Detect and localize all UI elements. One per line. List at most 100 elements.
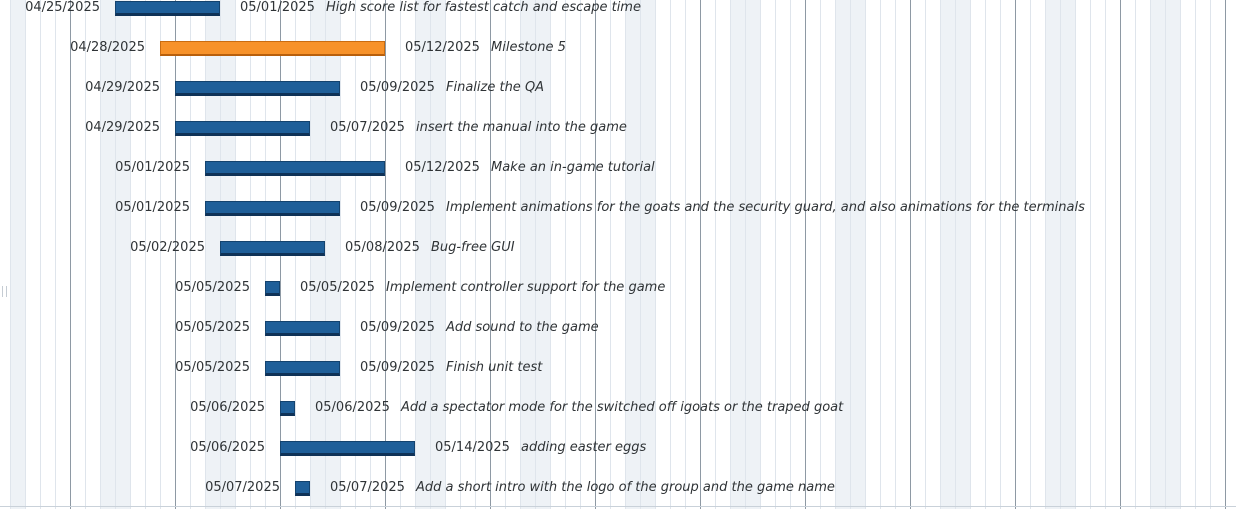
task-name[interactable]: Finish unit test [446,360,543,375]
day-gridline [400,0,401,509]
milestone-bar[interactable] [160,41,385,56]
day-gridline [835,0,836,509]
task-row[interactable]: 05/05/2025 05/09/2025 Finish unit test [0,348,1236,388]
bottom-rule [0,506,1236,507]
task-name[interactable]: Bug-free GUI [431,240,515,255]
task-bar[interactable] [220,241,325,256]
day-gridline [670,0,671,509]
day-gridline [115,0,116,509]
week-gridline [1120,0,1121,509]
weekend-column [1060,0,1075,509]
day-gridline [40,0,41,509]
day-gridline [535,0,536,509]
week-gridline [595,0,596,509]
week-gridline [1225,0,1226,509]
day-gridline [790,0,791,509]
task-bar[interactable] [175,121,310,136]
task-bar[interactable] [175,81,340,96]
day-gridline [460,0,461,509]
task-name[interactable]: Add a spectator mode for the switched of… [401,400,844,415]
task-row[interactable]: 05/05/2025 05/05/2025 Implement controller… [0,268,1236,308]
task-bar[interactable] [205,161,385,176]
day-gridline [340,0,341,509]
task-name[interactable]: Add sound to the game [446,320,599,335]
task-name[interactable]: insert the manual into the game [416,120,627,135]
task-start-date: 05/07/2025 [205,480,280,495]
weekend-column [625,0,640,509]
weekend-column [745,0,760,509]
weekend-column [10,0,25,509]
task-start-date: 05/06/2025 [190,400,265,415]
task-name[interactable]: Implement animations for the goats and t… [446,200,1085,215]
day-gridline [1165,0,1166,509]
task-row[interactable]: 04/29/2025 05/09/2025 Finalize the QA [0,68,1236,108]
day-gridline [1045,0,1046,509]
day-gridline [610,0,611,509]
task-row[interactable]: 04/28/2025 05/12/2025 Milestone 5 [0,28,1236,68]
resize-handle[interactable] [2,286,7,297]
task-end-date: 05/01/2025 [240,0,315,15]
task-row[interactable]: 05/06/2025 05/14/2025 adding easter eggs [0,428,1236,468]
task-name[interactable]: Make an in-game tutorial [491,160,655,175]
day-gridline [1150,0,1151,509]
weekend-column [430,0,445,509]
task-start-date: 05/05/2025 [175,320,250,335]
weekend-column [415,0,430,509]
task-row[interactable]: 04/25/2025 05/01/2025 High score list for … [0,0,1236,28]
task-bar[interactable] [205,201,340,216]
day-gridline [955,0,956,509]
task-name[interactable]: adding easter eggs [521,440,647,455]
task-row[interactable]: 05/01/2025 05/09/2025 Implement animations… [0,188,1236,228]
day-gridline [1105,0,1106,509]
task-bar[interactable] [280,441,415,456]
weekend-column [520,0,535,509]
day-gridline [865,0,866,509]
task-row[interactable]: 05/02/2025 05/08/2025 Bug-free GUI [0,228,1236,268]
weekend-column [100,0,115,509]
task-bar[interactable] [265,321,340,336]
day-gridline [925,0,926,509]
task-name[interactable]: Implement controller support for the gam… [386,280,666,295]
task-row[interactable]: 04/29/2025 05/07/2025 insert the manual in… [0,108,1236,148]
day-gridline [430,0,431,509]
day-gridline [355,0,356,509]
day-gridline [55,0,56,509]
week-gridline [490,0,491,509]
day-gridline [715,0,716,509]
task-name[interactable]: Finalize the QA [446,80,545,95]
task-bar[interactable] [295,481,310,496]
weekend-column [1165,0,1180,509]
task-row[interactable]: 05/06/2025 05/06/2025 Add a spectator mode… [0,388,1236,428]
task-bar[interactable] [265,281,280,296]
task-end-date: 05/08/2025 [345,240,420,255]
task-start-date: 04/28/2025 [70,40,145,55]
weekend-column [1045,0,1060,509]
day-gridline [475,0,476,509]
week-gridline [175,0,176,509]
day-gridline [655,0,656,509]
day-gridline [520,0,521,509]
week-gridline [385,0,386,509]
day-gridline [745,0,746,509]
week-gridline [910,0,911,509]
day-gridline [205,0,206,509]
task-end-date: 05/09/2025 [360,80,435,95]
task-end-date: 05/06/2025 [315,400,390,415]
task-row[interactable]: 05/07/2025 05/07/2025 Add a short intro wi… [0,468,1236,508]
task-end-date: 05/05/2025 [300,280,375,295]
day-gridline [970,0,971,509]
weekend-column [325,0,340,509]
task-name[interactable]: Add a short intro with the logo of the g… [416,480,835,495]
task-end-date: 05/09/2025 [360,200,435,215]
weekend-column [940,0,955,509]
task-name[interactable]: High score list for fastest catch and es… [326,0,641,15]
task-start-date: 04/29/2025 [85,120,160,135]
task-start-date: 05/05/2025 [175,280,250,295]
task-bar[interactable] [280,401,295,416]
task-row[interactable]: 05/01/2025 05/12/2025 Make an in-game tuto… [0,148,1236,188]
task-row[interactable]: 05/05/2025 05/09/2025 Add sound to the gam… [0,308,1236,348]
day-gridline [760,0,761,509]
task-bar[interactable] [115,1,220,16]
task-name[interactable]: Milestone 5 [491,40,566,55]
task-bar[interactable] [265,361,340,376]
